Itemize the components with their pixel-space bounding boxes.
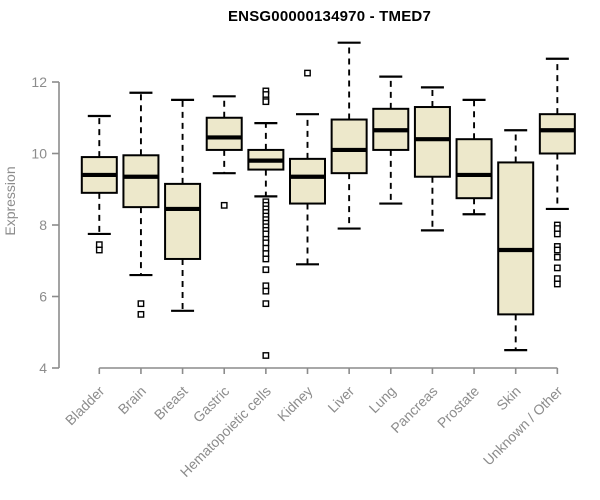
y-tick-label: 4 (39, 360, 47, 376)
outlier-point (95, 246, 103, 254)
box-brain (122, 154, 160, 209)
box-gastric (205, 116, 243, 151)
outlier-point (262, 239, 270, 247)
x-tick-label: Brain (115, 383, 149, 417)
outlier-point (553, 253, 561, 261)
outlier-point (262, 287, 270, 295)
box-kidney (289, 157, 326, 205)
box-pancreas (413, 106, 451, 178)
x-tick-label: Prostate (434, 383, 482, 431)
y-tick-label: 6 (39, 289, 47, 305)
x-tick-label: Bladder (62, 383, 108, 429)
outlier-point (262, 250, 270, 257)
outlier-point (553, 275, 561, 283)
box-skin (497, 161, 535, 316)
outlier-point (553, 280, 561, 288)
outlier-point (553, 264, 561, 272)
outlier-point (262, 300, 270, 308)
outlier-point (262, 230, 270, 238)
outlier-point (262, 255, 270, 263)
outlier-point (262, 91, 270, 98)
y-tick-label: 12 (31, 74, 47, 90)
outlier-point (553, 246, 561, 254)
y-tick-label: 8 (39, 217, 47, 233)
outlier-point (95, 241, 103, 249)
outlier-point (262, 266, 270, 274)
x-tick-label: Lung (366, 383, 399, 416)
outlier-point (553, 225, 561, 232)
x-tick-label: Kidney (274, 383, 316, 425)
box-breast (164, 182, 202, 260)
chart-title: ENSG00000134970 - TMED7 (227, 8, 432, 25)
box-prostate (455, 138, 493, 200)
outlier-point (137, 300, 145, 308)
outlier-point (262, 98, 270, 106)
y-tick-label: 10 (31, 146, 47, 162)
outlier-point (137, 310, 145, 318)
x-tick-label: Liver (324, 383, 357, 416)
box-unknown-other (538, 113, 576, 155)
outlier-point (262, 244, 270, 252)
outlier-point (553, 230, 561, 238)
box-liver (330, 118, 368, 175)
outlier-point (304, 69, 311, 77)
outlier-point (262, 352, 270, 359)
outlier-point (220, 201, 228, 209)
x-tick-label: Breast (151, 383, 191, 423)
x-tick-label: Skin (493, 383, 524, 414)
x-tick-label: Unknown / Other (480, 383, 566, 469)
outlier-point (262, 282, 270, 290)
